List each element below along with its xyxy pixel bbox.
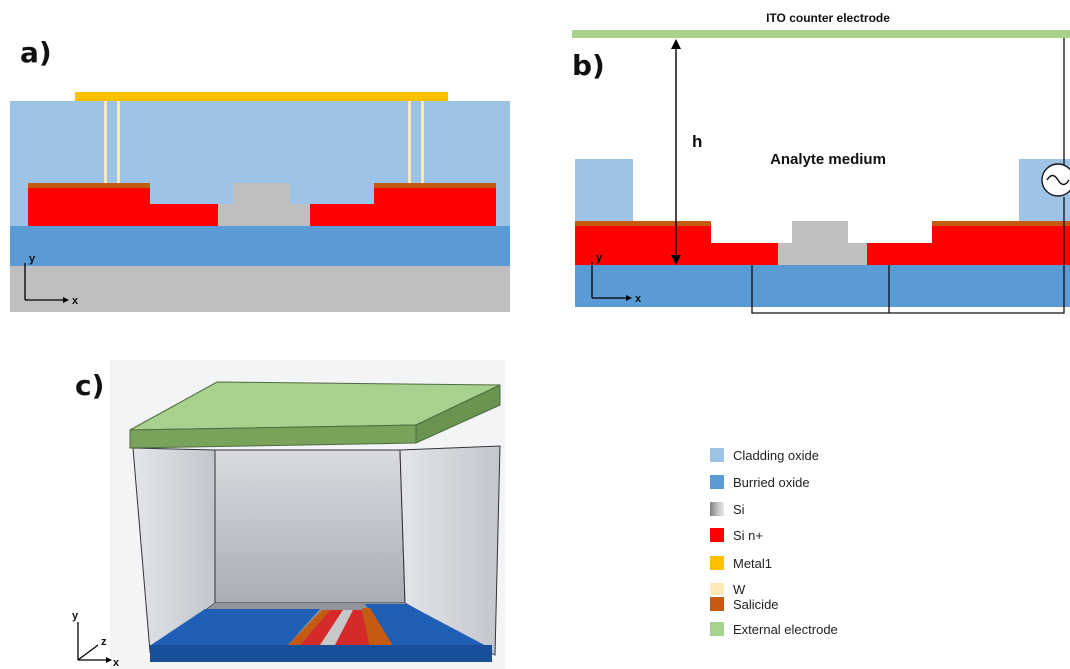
axes-icon-c [77,622,112,663]
axes-icon-b [591,262,632,301]
panel-b: ITO counter electrode b) h Analyte mediu… [572,11,1070,314]
metal1-layer [75,92,448,101]
panel-a: a) y x [10,36,510,312]
si-nplus-right [310,188,496,226]
legend-swatch-metal1 [710,556,724,570]
legend-swatch-salicide [710,597,724,611]
device-si-waveguide [320,610,353,645]
buried-oxide-layer-b [575,265,1070,307]
box-back-wall [214,449,406,604]
si-nplus-right-b [867,226,1070,265]
axis-x-label: x [72,295,79,307]
device-front-face [150,645,492,662]
axis-y-label: y [29,253,36,265]
device-salicide-right [362,608,395,649]
si-waveguide [218,183,310,226]
cladding-oxide-left [575,159,633,225]
legend-label-metal1: Metal1 [733,556,772,571]
ito-electrode-label: ITO counter electrode [766,11,890,25]
legend-label-si-nplus: Si n+ [733,528,763,543]
tungsten-vias-left [104,101,120,183]
axis-x-label-b: x [635,293,642,305]
height-label: h [692,132,702,151]
device-salicide-left [288,610,330,645]
legend-swatch-burried-oxide [710,475,724,489]
analyte-medium-label: Analyte medium [770,151,886,168]
device-si-nplus-left [300,610,343,645]
axis-z-label-c: z [101,636,107,648]
panel-a-label: a) [20,36,52,69]
device-pad-left [151,609,320,645]
legend-label-si: Si [733,502,745,517]
height-arrow [671,39,681,265]
device-pad-right [365,604,492,649]
axes-icon-a [24,263,69,303]
legend-label-salicide: Salicide [733,597,779,612]
panel-c-label: c) [75,369,104,402]
axis-x-label-c: x [113,657,120,669]
salicide-right-b [932,221,1070,226]
substrate-layer [10,266,510,312]
tungsten-vias-right [408,101,424,183]
ac-source-icon [1041,163,1070,197]
legend-label-cladding-oxide: Cladding oxide [733,448,819,463]
si-waveguide-b [778,221,867,265]
legend-swatch-cladding-oxide [710,448,724,462]
device-si-nplus-right [335,610,370,645]
legend-swatch-si [710,502,724,516]
si-nplus-left [28,188,218,226]
axis-y-label-c: y [72,610,79,622]
salicide-right [374,183,496,188]
panel-b-label: b) [572,49,605,82]
legend-swatch-si-nplus [710,528,724,542]
legend-swatch-external-electrode [710,622,724,636]
ito-counter-electrode [572,30,1070,38]
external-electrode-side [415,384,501,444]
axis-y-label-b: y [596,252,603,264]
legend-swatch-w [710,583,724,595]
buried-oxide-layer [10,226,510,266]
legend-label-w: W [733,582,746,597]
salicide-left [28,183,150,188]
legend: Cladding oxide Burried oxide Si Si n+ Me… [710,448,838,637]
salicide-left-b [575,221,711,226]
legend-label-external-electrode: External electrode [733,622,838,637]
panel-c: c) y z x [72,360,505,669]
legend-label-burried-oxide: Burried oxide [733,475,810,490]
circuit-wires [751,38,1065,314]
